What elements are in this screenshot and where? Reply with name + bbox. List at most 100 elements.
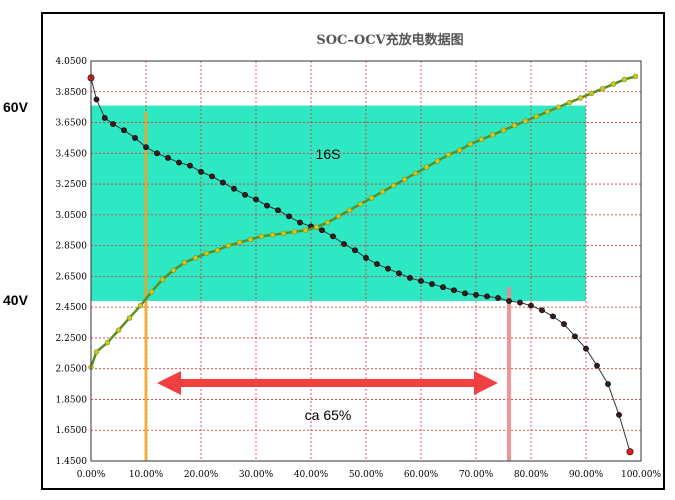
charge-point <box>588 90 595 97</box>
discharge-point <box>506 298 512 304</box>
discharge-point <box>132 135 138 141</box>
discharge-point <box>616 411 622 418</box>
discharge-point <box>352 247 358 254</box>
charge-point <box>379 189 386 195</box>
charge-point <box>324 219 331 226</box>
discharge-point <box>165 155 171 161</box>
annotations <box>157 371 498 395</box>
y-tick-label: 1.4500 <box>56 457 88 467</box>
discharge-point <box>101 115 108 121</box>
y-tick-label: 2.8500 <box>56 242 88 252</box>
charge-point <box>346 207 353 213</box>
discharge-point <box>253 196 259 203</box>
discharge-point <box>209 173 215 180</box>
x-tick-label: 30.00% <box>239 470 274 480</box>
y-tick-label: 1.8500 <box>56 395 88 405</box>
discharge-point <box>341 241 347 247</box>
discharge-point <box>143 144 149 151</box>
x-tick-label: 80.00% <box>514 470 549 480</box>
charge-point <box>159 276 166 283</box>
charge-point <box>313 224 320 230</box>
discharge-point <box>605 381 611 387</box>
x-tick-label: 20.00% <box>184 470 219 480</box>
charge-point <box>93 349 100 355</box>
charge-point <box>269 232 276 238</box>
discharge-point <box>594 362 600 369</box>
charge-point <box>291 229 298 235</box>
charge-point <box>401 176 408 183</box>
top-voltage-label: 60V <box>3 99 29 115</box>
charge-point <box>445 152 452 158</box>
chart-title: SOC–OCV充放电数据图 <box>316 32 463 48</box>
charge-point <box>610 81 617 87</box>
range-arrow-head-right <box>474 371 498 395</box>
discharge-point <box>440 284 446 291</box>
charge-point <box>434 158 441 164</box>
bottom-voltage-label: 40V <box>3 292 29 308</box>
discharge-point <box>451 287 457 294</box>
charge-point <box>522 118 529 124</box>
series <box>87 73 639 456</box>
y-tick-label: 1.6500 <box>56 426 88 436</box>
charge-point <box>555 104 562 110</box>
axes: 1.4500 1.6500 1.8500 2.0500 2.2500 2.4500 2.65… <box>56 57 662 480</box>
discharge-point <box>286 213 292 220</box>
charge-point <box>544 109 551 115</box>
discharge-point <box>275 207 281 214</box>
charge-point <box>170 267 177 273</box>
charge-point <box>390 182 397 189</box>
charge-point <box>335 213 342 220</box>
y-tick-label: 4.0500 <box>56 57 88 67</box>
discharge-point <box>110 121 116 127</box>
x-tick-label: 40.00% <box>294 470 329 480</box>
charge-point <box>456 147 463 153</box>
discharge-point <box>550 313 556 320</box>
discharge-point <box>396 270 402 277</box>
band-rect <box>91 105 586 301</box>
charge-point <box>566 99 573 106</box>
charge-point <box>500 127 507 133</box>
x-tick-label: 0.00% <box>77 470 106 480</box>
discharge-point <box>561 321 567 327</box>
discharge-point <box>176 159 182 166</box>
charge-point <box>478 136 485 143</box>
discharge-point <box>121 127 127 134</box>
discharge-point <box>429 281 435 287</box>
x-tick-label: 70.00% <box>459 470 494 480</box>
x-tick-label: 100.00% <box>621 470 661 480</box>
y-tick-label: 3.4500 <box>56 149 88 159</box>
charge-point <box>533 113 540 120</box>
x-tick-label: 10.00% <box>129 470 164 480</box>
charge-point <box>467 141 474 147</box>
charge-point <box>192 255 199 261</box>
discharge-point <box>363 255 369 261</box>
y-tick-label: 2.0500 <box>56 365 88 375</box>
discharge-point <box>297 219 303 226</box>
discharge-point <box>154 150 160 157</box>
charge-point <box>577 95 584 101</box>
discharge-point <box>495 295 501 301</box>
discharge-point <box>187 162 193 169</box>
charge-point <box>225 242 232 249</box>
y-tick-label: 2.6500 <box>56 272 88 282</box>
discharge-point <box>319 227 325 234</box>
charge-point <box>214 247 221 253</box>
discharge-point <box>572 333 578 340</box>
charge-point <box>511 122 518 129</box>
discharge-point <box>385 265 391 272</box>
charge-point <box>115 327 122 333</box>
charge-point <box>632 73 639 80</box>
charge-point <box>357 201 364 207</box>
charge-point <box>599 85 606 92</box>
charge-point <box>412 170 419 177</box>
discharge-point <box>231 185 237 192</box>
y-tick-label: 3.6500 <box>56 119 88 129</box>
discharge-point <box>330 233 336 240</box>
discharge-point <box>484 293 490 300</box>
x-tick-label: 50.00% <box>349 470 384 480</box>
discharge-point <box>264 202 270 209</box>
reference-lines <box>144 111 511 461</box>
plot-border <box>90 60 642 462</box>
charge-point <box>621 76 628 83</box>
